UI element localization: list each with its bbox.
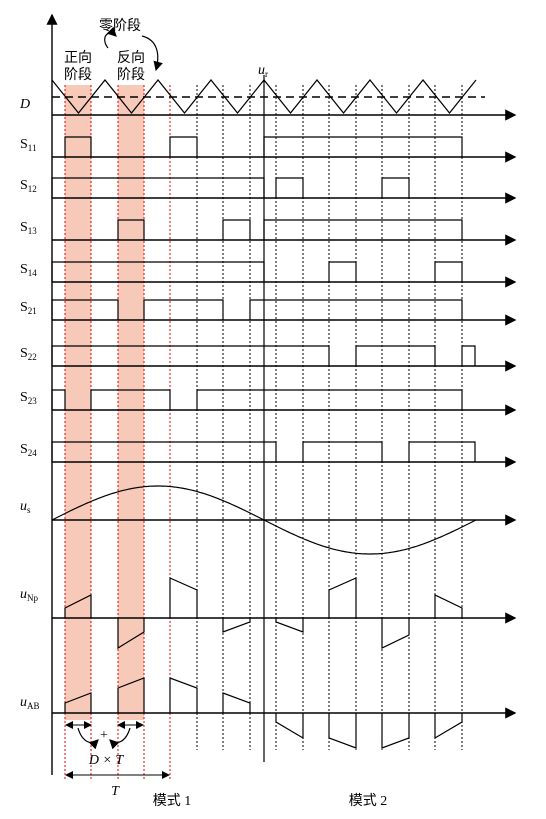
pulse [381, 713, 410, 749]
arrow [109, 727, 131, 750]
signal-sub: 21 [28, 306, 37, 316]
pulse [169, 577, 198, 618]
pulse [381, 618, 410, 649]
signal-label: S14 [20, 262, 37, 278]
pulse [328, 577, 357, 618]
plus: + [100, 728, 108, 743]
pulse [222, 219, 251, 240]
wave-sub: Np [27, 593, 38, 603]
wave-label: us [20, 499, 31, 515]
wave-sub: AB [27, 701, 40, 711]
signal-sub: 13 [28, 226, 38, 236]
pulse [263, 219, 463, 240]
pulse [117, 618, 145, 650]
pulse [169, 677, 198, 713]
pulse [355, 345, 436, 366]
signal-sub: 23 [28, 396, 38, 406]
pulse [169, 136, 198, 157]
pulse [434, 261, 463, 282]
reverse-band [118, 85, 144, 720]
signal-label: S24 [20, 442, 37, 458]
pulse [90, 389, 171, 410]
signal-main: S [20, 137, 28, 152]
signal-main: S [20, 442, 28, 457]
wave-main: u [20, 587, 27, 602]
signal-label: S12 [20, 178, 37, 194]
signal-sub: 11 [28, 143, 37, 153]
reverse-stage: 反向 [117, 50, 145, 66]
pulse [328, 713, 357, 749]
pulse [222, 618, 251, 633]
pulse [302, 441, 383, 462]
signal-sub: 12 [28, 184, 37, 194]
signal-label: S22 [20, 346, 37, 362]
signal-label: S21 [20, 300, 37, 316]
pulse [275, 177, 304, 198]
signal-sub: 14 [28, 268, 38, 278]
duty-label: D [19, 97, 30, 112]
arrow [141, 35, 163, 72]
zero-stage: 零阶段 [99, 18, 141, 34]
signal-main: S [20, 220, 28, 235]
pulse [222, 692, 251, 713]
pulse [461, 345, 476, 366]
pulse [64, 692, 92, 713]
pulse [51, 389, 66, 410]
pulse [51, 345, 330, 366]
pulse [275, 618, 304, 633]
pulse [381, 177, 410, 198]
signal-label: S13 [20, 220, 37, 236]
signal-main: S [20, 178, 28, 193]
signal-main: S [20, 262, 28, 277]
wave-label: uAB [20, 695, 40, 711]
wave-main: u [20, 499, 27, 514]
pulse [196, 389, 463, 410]
signal-main: S [20, 346, 28, 361]
mode1: 模式 1 [153, 793, 192, 809]
pulse [143, 299, 224, 320]
forward-stage: 正向 [64, 50, 92, 66]
pulse [434, 713, 463, 740]
pulse [249, 299, 463, 320]
wave-label: uNp [20, 587, 38, 603]
duty-period: D × T [88, 753, 125, 768]
arrow [77, 727, 99, 750]
signal-sub: 24 [28, 448, 38, 458]
carrier-label: ur [258, 63, 268, 79]
forward-stage: 阶段 [64, 67, 92, 83]
pulse [117, 219, 145, 240]
pulse [328, 261, 357, 282]
pulse [275, 713, 304, 740]
signal-main: S [20, 390, 28, 405]
pulse [64, 594, 92, 618]
signal-label: S23 [20, 390, 37, 406]
reverse-stage: 阶段 [117, 67, 145, 83]
pulse [408, 441, 476, 462]
forward-band [65, 85, 91, 720]
mode2: 模式 2 [349, 793, 388, 809]
pulse [434, 594, 463, 618]
pulse [64, 136, 92, 157]
pulse [117, 677, 145, 713]
signal-sub: 22 [28, 352, 37, 362]
pulse [263, 136, 463, 157]
signal-label: S11 [20, 137, 36, 153]
wave-sub: s [27, 505, 31, 515]
wave-main: u [20, 695, 27, 710]
signal-main: S [20, 300, 28, 315]
arrow [104, 26, 117, 49]
period: T [111, 784, 120, 799]
